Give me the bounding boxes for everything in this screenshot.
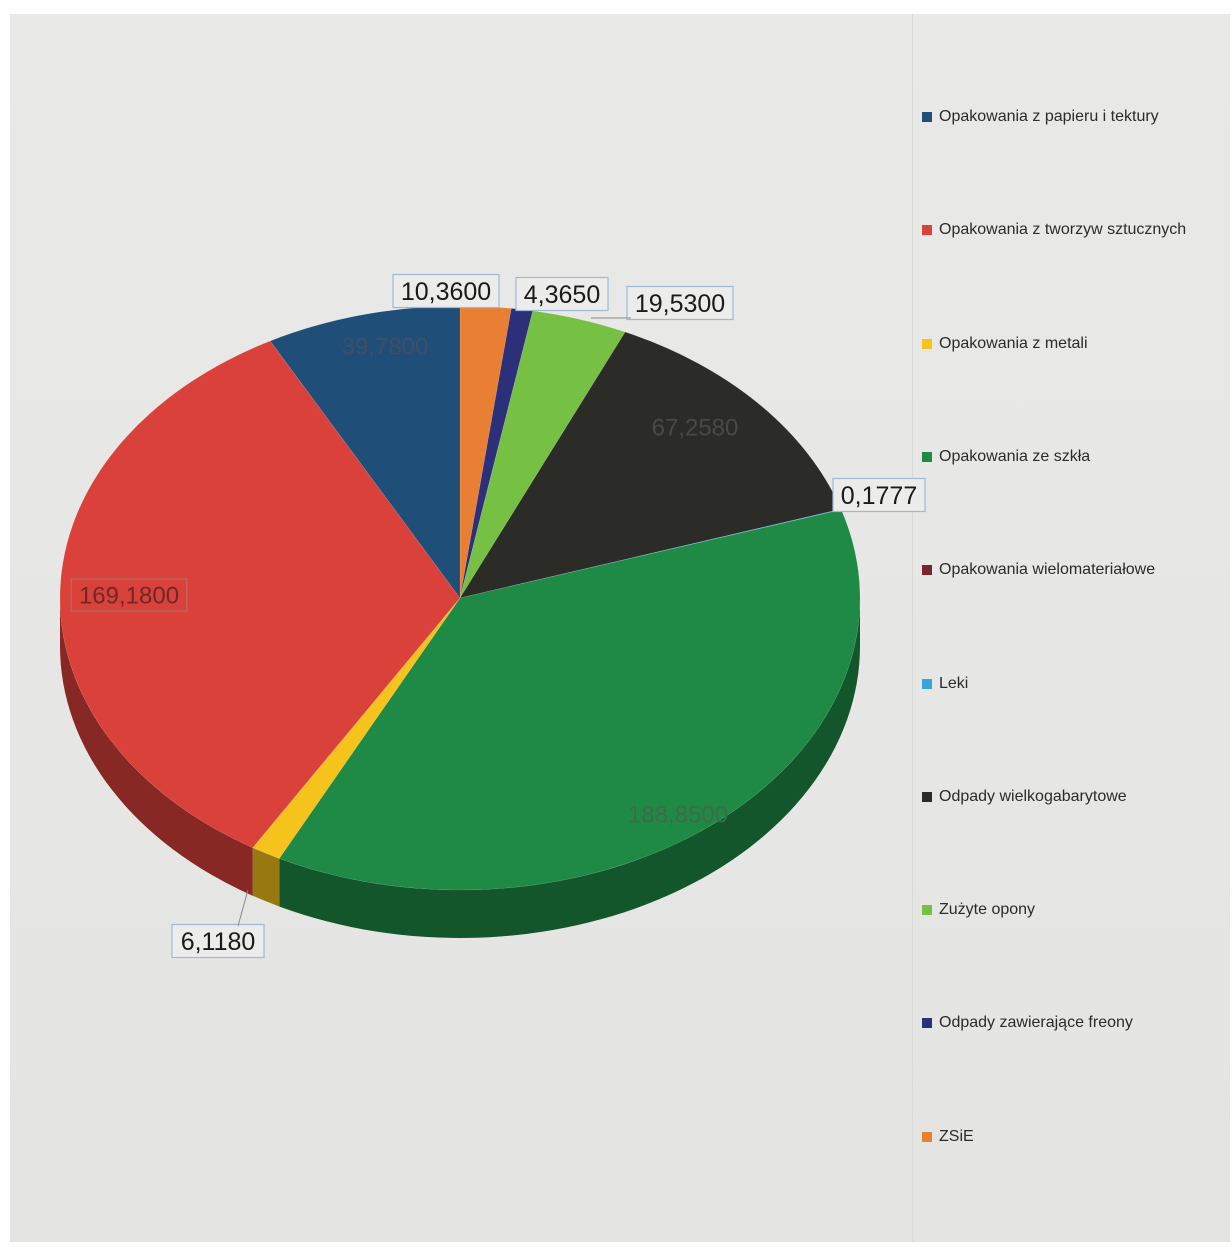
legend-item-opakowania-wielomaterialowe: Opakowania wielomateriałowe <box>922 560 1155 580</box>
legend-item-zsie: ZSiE <box>922 1127 974 1147</box>
legend-item-odpady-wielkogabarytowe: Odpady wielkogabarytowe <box>922 787 1127 807</box>
legend-label: Opakowania z metali <box>939 334 1088 352</box>
legend-panel <box>912 14 1231 1242</box>
legend-item-zuzyte-opony: Zużyte opony <box>922 900 1035 920</box>
legend-item-opakowania-z-tworzyw-sztucznych: Opakowania z tworzyw sztucznych <box>922 220 1186 240</box>
legend-label: Opakowania z tworzyw sztucznych <box>939 221 1187 239</box>
legend-swatch <box>922 1018 932 1029</box>
legend-swatch <box>922 791 932 802</box>
data-label-opakowania-ze-szkla: 188,8500 <box>628 802 728 829</box>
leader-line-metale <box>237 889 249 927</box>
legend-label: Leki <box>939 674 969 692</box>
pie-side-opakowania-z-metali <box>252 847 280 907</box>
pie-slice-opakowania-ze-szkla <box>278 509 861 891</box>
data-label-box-opakowania-z-tworzyw-sztucznych <box>70 578 188 612</box>
legend-item-opakowania-ze-szkla: Opakowania ze szkła <box>922 447 1090 467</box>
pie-side-opakowania-ze-szkla <box>279 598 860 938</box>
legend-label: Opakowania ze szkła <box>939 447 1091 465</box>
data-label-box-zsie <box>392 273 500 309</box>
data-label-zuzyte-opony: 19,5300 <box>635 290 725 318</box>
data-label-opakowania-z-papieru-i-tektury: 39,7800 <box>342 334 429 361</box>
legend-item-leki: Leki <box>922 674 968 694</box>
data-label-opakowania-z-metali: 6,1180 <box>181 928 256 956</box>
legend-label: Odpady zawierające freony <box>939 1014 1133 1032</box>
data-label-odpady-wielkogabarytowe: 67,2580 <box>652 415 739 442</box>
data-label-box-zuzyte-opony <box>626 285 734 321</box>
pie-slice-odpady-wielkogabarytowe <box>459 331 842 599</box>
legend-item-odpady-zawierajace-freony: Odpady zawierające freony <box>922 1013 1133 1033</box>
pie-slice-opakowania-z-tworzyw-sztucznych <box>59 340 461 849</box>
legend-swatch <box>922 338 932 349</box>
legend-swatch <box>922 678 932 689</box>
data-label-leki: 0,1777 <box>841 482 917 510</box>
legend-label: Odpady wielkogabarytowe <box>939 787 1127 805</box>
legend-item-opakowania-z-papieru-i-tektury: Opakowania z papieru i tektury <box>922 107 1159 127</box>
pie-side-opakowania-z-tworzyw-sztucznych <box>60 598 253 896</box>
legend-item-opakowania-z-metali: Opakowania z metali <box>922 334 1088 354</box>
legend-label: Opakowania wielomateriałowe <box>939 561 1156 579</box>
pie-slice-opakowania-z-metali <box>252 597 461 859</box>
legend-swatch <box>922 565 932 576</box>
data-label-zsie: 10,3600 <box>401 278 491 306</box>
data-label-box-opakowania-z-metali <box>171 923 265 959</box>
legend-label: Zużyte opony <box>939 901 1036 919</box>
data-label-box-odpady-zawierajace-freony <box>515 276 609 312</box>
legend-label: ZSiE <box>939 1127 974 1145</box>
legend-label: Opakowania z papieru i tektury <box>939 108 1159 125</box>
legend-swatch <box>922 905 932 916</box>
legend-swatch <box>922 1131 932 1142</box>
legend-swatch <box>922 112 932 122</box>
legend-swatch <box>922 451 932 462</box>
data-label-opakowania-z-tworzyw-sztucznych: 169,1800 <box>79 583 179 610</box>
data-label-odpady-zawierajace-freony: 4,3650 <box>524 281 600 309</box>
data-label-box-leki <box>832 477 926 513</box>
legend-swatch <box>922 225 932 236</box>
